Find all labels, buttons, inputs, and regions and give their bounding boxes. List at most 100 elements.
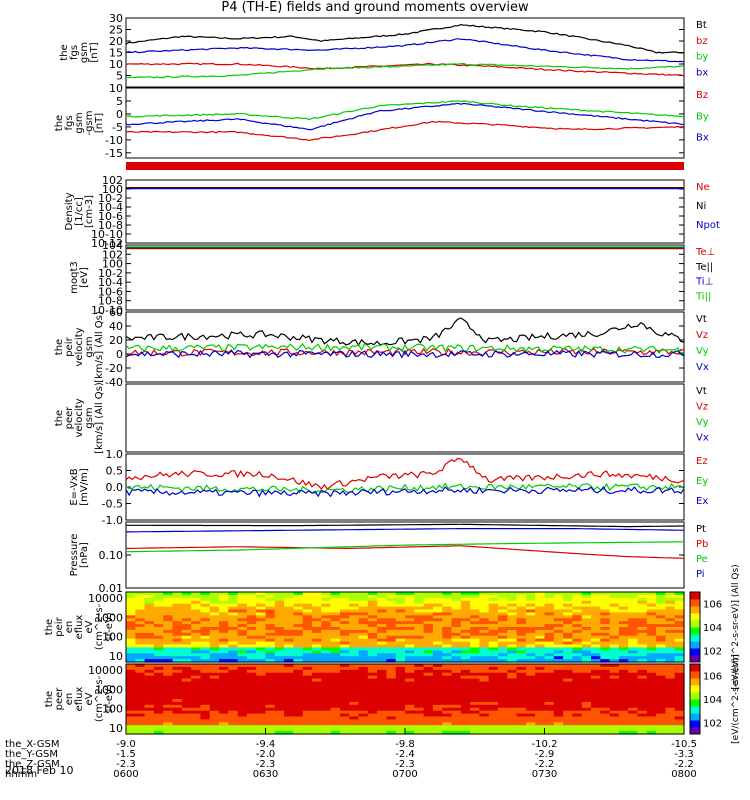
cell-8-10-20 [312,621,322,625]
colorbar-cell-9-7 [690,678,700,686]
cell-8-16-37 [470,638,480,643]
cell-9-3-25 [358,672,369,677]
cell-8-4-30 [405,603,415,608]
cell-9-0-2 [144,664,155,668]
cell-9-15-32 [423,707,434,712]
cell-8-2-47 [563,597,573,602]
cell-9-12-58 [665,699,676,703]
cell-8-0-32 [423,592,434,596]
cell-9-22-38 [479,728,490,732]
cell-9-4-19 [302,675,313,680]
cell-8-1-9 [209,594,220,599]
cell-9-23-18 [293,731,304,735]
cell-8-14-37 [470,632,480,637]
cell-9-18-5 [172,716,183,721]
series-4-2 [125,342,685,354]
cell-8-12-49 [581,627,592,631]
cell-9-20-56 [646,722,657,726]
cell-9-1-4 [163,666,174,671]
cell-8-14-24 [349,632,360,637]
cell-9-19-58 [665,719,676,723]
cell-9-19-0 [126,719,136,723]
colorbar-cell-9-8 [690,671,700,679]
cell-9-11-46 [553,696,564,700]
cell-9-19-17 [284,719,294,723]
cell-9-11-28 [386,696,397,700]
cell-8-17-2 [144,641,155,646]
cell-8-2-57 [656,597,666,602]
colorbar-cell-8-4 [690,627,700,635]
cell-8-8-57 [656,615,666,619]
cell-8-1-4 [163,594,174,599]
cell-8-20-19 [302,650,313,654]
cell-8-20-17 [284,650,294,654]
cell-9-15-38 [479,707,490,712]
cell-9-16-36 [460,710,471,715]
cell-8-5-16 [274,606,285,611]
cell-8-8-46 [553,615,564,619]
cell-9-18-56 [646,716,657,721]
cell-9-10-59 [674,693,685,697]
cell-9-18-9 [209,716,220,721]
cell-8-9-52 [609,618,620,622]
cell-8-13-42 [516,629,527,634]
cell-9-23-31 [414,731,425,735]
cell-8-1-28 [386,594,397,599]
cell-9-6-16 [274,681,285,686]
cell-9-2-46 [553,669,564,674]
cell-8-18-28 [386,644,397,649]
cell-9-12-4 [163,699,174,703]
cell-9-9-59 [674,690,685,694]
cell-8-14-28 [386,632,397,637]
cell-8-0-7 [191,592,201,596]
ytick-label-4-0: -40 [105,376,123,389]
cell-9-11-16 [274,696,285,700]
cell-9-11-42 [516,696,527,700]
cell-8-15-44 [535,635,546,640]
cell-8-11-10 [219,624,229,628]
cell-8-10-43 [525,621,536,625]
cell-8-4-37 [470,603,480,608]
cell-9-17-59 [674,713,685,718]
cell-8-4-5 [172,603,183,608]
cell-9-3-33 [432,672,443,677]
cell-8-12-54 [628,627,639,631]
cell-8-13-25 [358,629,369,634]
cell-9-10-33 [432,693,443,697]
colorbar-tick-9-2: 106 [703,672,722,683]
cell-9-22-33 [432,728,443,732]
cell-8-18-22 [330,644,341,649]
cell-8-5-46 [553,606,564,611]
cell-8-20-23 [339,650,350,654]
cell-9-10-50 [591,693,601,697]
cell-9-0-36 [460,664,471,668]
series-6-1 [125,482,685,494]
cell-9-14-59 [674,704,685,709]
cell-8-17-48 [572,641,583,646]
cell-9-17-4 [163,713,174,718]
cell-9-13-38 [479,701,490,706]
xaxis-value-2-4: -2.2 [674,759,694,770]
cell-8-1-17 [284,594,294,599]
cell-9-8-7 [191,687,201,691]
cell-9-14-0 [126,704,136,709]
cell-8-6-53 [618,609,629,614]
cell-8-15-28 [386,635,397,640]
cell-8-8-16 [274,615,285,619]
cell-9-8-5 [172,687,183,691]
cell-8-9-41 [507,618,518,622]
cell-8-4-46 [553,603,564,608]
cell-9-12-26 [367,699,378,703]
cell-8-23-19 [302,659,313,663]
cell-9-6-43 [525,681,536,686]
cell-8-7-40 [498,612,508,616]
cell-9-21-34 [442,725,453,729]
cell-8-4-16 [274,603,285,608]
cell-9-1-3 [153,666,164,671]
cell-8-12-24 [349,627,360,631]
cell-9-7-1 [135,684,146,688]
cell-8-8-43 [525,615,536,619]
cell-9-8-11 [228,687,239,691]
ytick-label-0-2: 15 [109,47,123,60]
cell-9-17-48 [572,713,583,718]
